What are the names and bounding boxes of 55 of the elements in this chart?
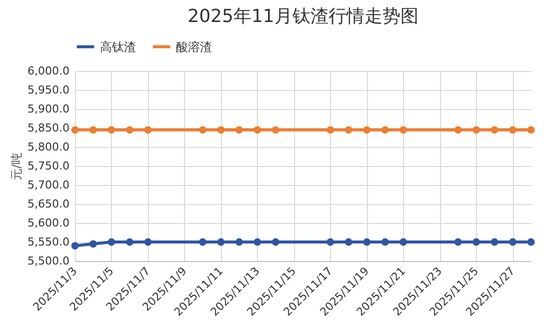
point bbox=[71, 242, 79, 250]
point bbox=[363, 126, 371, 134]
point bbox=[272, 238, 280, 246]
y-tick-label: 5,850.0 bbox=[28, 122, 70, 134]
point bbox=[326, 126, 334, 134]
point bbox=[472, 126, 480, 134]
point bbox=[344, 238, 352, 246]
point bbox=[144, 238, 152, 246]
point bbox=[527, 126, 535, 134]
point bbox=[272, 126, 280, 134]
point bbox=[71, 126, 79, 134]
point bbox=[472, 238, 480, 246]
y-tick-label: 5,700.0 bbox=[28, 178, 70, 192]
point bbox=[126, 126, 134, 134]
point bbox=[454, 238, 462, 246]
point bbox=[90, 126, 97, 134]
y-tick-label: 6,000.0 bbox=[28, 64, 70, 78]
point bbox=[235, 238, 243, 246]
point bbox=[490, 126, 498, 134]
point bbox=[217, 238, 225, 246]
point bbox=[254, 126, 262, 134]
point bbox=[198, 238, 206, 246]
y-tick-label: 5,650.0 bbox=[28, 198, 70, 210]
point bbox=[381, 238, 389, 246]
legend-label: 酸溶渣 bbox=[176, 40, 212, 54]
point bbox=[217, 126, 225, 134]
y-tick-label: 5,600.0 bbox=[28, 216, 70, 230]
y-axis-title: 元/吨 bbox=[10, 152, 24, 181]
point bbox=[344, 126, 352, 134]
point bbox=[527, 238, 535, 246]
point bbox=[254, 238, 262, 246]
chart-title: 2025年11月钛渣行情走势图 bbox=[188, 6, 418, 27]
point bbox=[108, 126, 116, 134]
point bbox=[144, 126, 152, 134]
legend-label: 高钛渣 bbox=[100, 40, 136, 54]
y-tick-label: 5,550.0 bbox=[28, 236, 70, 248]
y-tick-label: 5,950.0 bbox=[28, 84, 70, 96]
point bbox=[381, 126, 389, 134]
point bbox=[363, 238, 371, 246]
point bbox=[509, 126, 516, 134]
point bbox=[90, 240, 97, 248]
point bbox=[454, 126, 462, 134]
y-tick-label: 5,900.0 bbox=[28, 102, 70, 116]
y-tick-label: 5,750.0 bbox=[28, 160, 70, 172]
y-tick-label: 5,500.0 bbox=[28, 254, 70, 268]
y-tick-label: 5,800.0 bbox=[28, 140, 70, 154]
point bbox=[108, 238, 116, 246]
point bbox=[326, 238, 334, 246]
point bbox=[235, 126, 243, 134]
point bbox=[400, 238, 408, 246]
point bbox=[509, 238, 516, 246]
point bbox=[400, 126, 408, 134]
point bbox=[490, 238, 498, 246]
point bbox=[198, 126, 206, 134]
point bbox=[126, 238, 134, 246]
